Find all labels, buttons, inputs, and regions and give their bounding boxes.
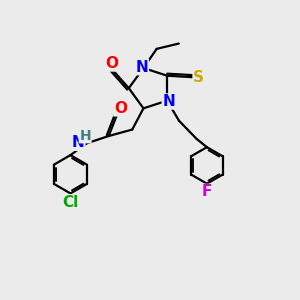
- Text: N: N: [162, 94, 175, 109]
- Text: S: S: [193, 70, 204, 85]
- Text: O: O: [114, 101, 127, 116]
- Text: N: N: [136, 60, 148, 75]
- Text: Cl: Cl: [62, 195, 79, 210]
- Text: O: O: [106, 56, 118, 71]
- Text: H: H: [79, 129, 91, 143]
- Text: F: F: [202, 184, 212, 200]
- Text: N: N: [72, 135, 85, 150]
